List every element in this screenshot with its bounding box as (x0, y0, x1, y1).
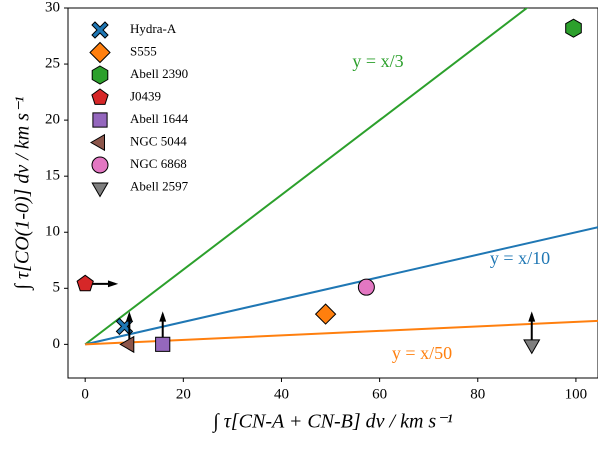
ratio-label: y = x/3 (352, 51, 403, 71)
marker (91, 88, 109, 105)
legend-label: NGC 5044 (130, 133, 187, 148)
marker (565, 18, 582, 38)
marker (89, 41, 111, 64)
ratio-label: y = x/50 (392, 343, 452, 363)
x-tick-label: 60 (372, 386, 387, 402)
plot-frame (67, 7, 598, 379)
marker (523, 339, 541, 355)
ratio-line (84, 226, 598, 346)
legend-label: S555 (130, 43, 157, 58)
legend-label: NGC 6868 (130, 156, 187, 171)
y-tick-label: 25 (45, 55, 60, 71)
marker (119, 335, 135, 354)
y-tick-label: 30 (45, 0, 60, 15)
y-axis-label: ∫ τ[CO(1-0)] dv / km s⁻¹ (12, 96, 35, 291)
ratio-label: y = x/10 (490, 248, 550, 268)
lines (84, 8, 598, 346)
y-tick-label: 15 (45, 168, 60, 184)
marker (155, 336, 171, 352)
marker (357, 278, 375, 296)
legend-label: Hydra-A (130, 21, 177, 36)
arrow-head (125, 311, 133, 322)
marker (90, 133, 105, 152)
arrow-head (528, 311, 536, 322)
marker (91, 65, 109, 85)
y-tick-label: 0 (53, 336, 61, 352)
legend-label: Abell 1644 (130, 111, 189, 126)
y-tick-label: 5 (53, 280, 61, 296)
x-tick-label: 0 (81, 386, 89, 402)
marker (92, 112, 108, 128)
ratio-line (85, 319, 598, 346)
marker (91, 21, 109, 39)
x-axis-label: ∫ τ[CN-A + CN-B] dv / km s⁻¹ (211, 411, 453, 434)
marker (314, 303, 337, 325)
x-tick-label: 100 (565, 386, 588, 402)
legend-label: J0439 (130, 88, 161, 103)
arrow-head (107, 280, 119, 288)
x-tick-label: 20 (176, 386, 191, 402)
legend-label: Abell 2597 (130, 178, 189, 193)
y-tick-label: 20 (45, 112, 60, 128)
marker (76, 274, 94, 292)
marker (91, 156, 109, 174)
x-tick-label: 40 (274, 386, 289, 402)
ratio-line (84, 8, 529, 346)
marker (91, 182, 109, 198)
arrow-head (159, 311, 167, 322)
x-tick-label: 80 (470, 386, 485, 402)
legend-label: Abell 2390 (130, 66, 188, 81)
y-tick-label: 10 (45, 224, 60, 240)
